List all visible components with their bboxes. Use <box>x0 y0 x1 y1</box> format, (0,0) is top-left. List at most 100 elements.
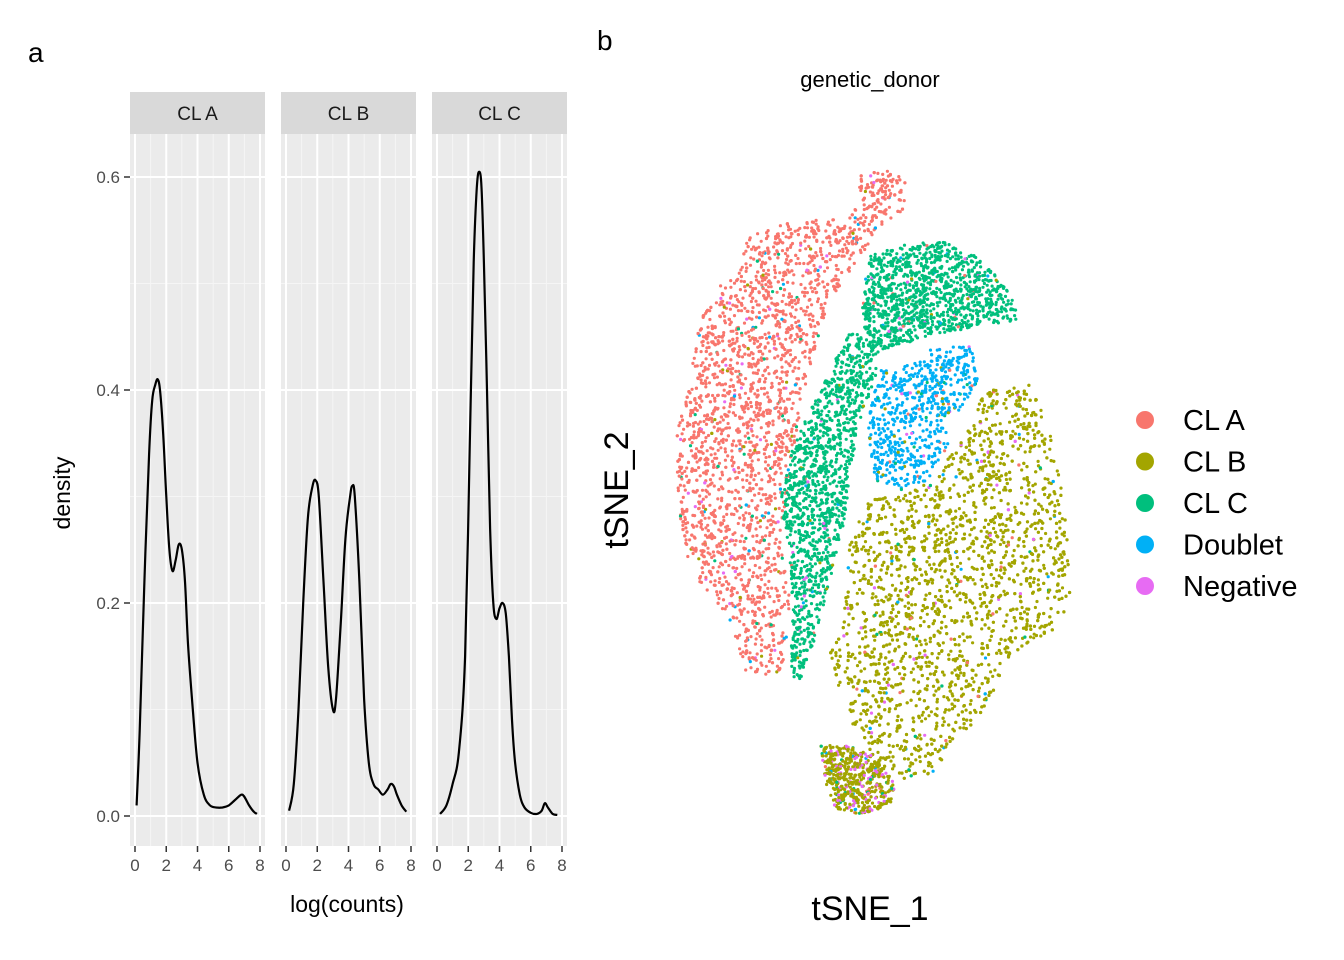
tsne-point <box>702 313 706 318</box>
tsne-point <box>806 437 810 441</box>
tsne-point <box>766 341 770 345</box>
tsne-point <box>823 591 827 595</box>
tsne-point <box>761 319 765 323</box>
tsne-point <box>773 496 777 500</box>
tsne-point <box>744 639 748 643</box>
tsne-point <box>723 575 727 579</box>
tsne-point <box>757 413 761 418</box>
tsne-point <box>788 353 793 357</box>
tsne-point <box>714 301 719 305</box>
tsne-point <box>830 402 834 406</box>
tsne-point <box>806 622 810 626</box>
tsne-point <box>846 249 850 253</box>
tsne-point <box>704 349 708 354</box>
tsne-point <box>844 463 848 467</box>
tsne-point <box>722 406 726 410</box>
tsne-point <box>785 491 789 495</box>
tsne-point <box>964 260 969 264</box>
tsne-point <box>759 626 763 630</box>
tsne-point <box>900 207 905 211</box>
tsne-point <box>675 434 679 438</box>
tsne-point <box>921 287 925 291</box>
tsne-point <box>955 281 960 285</box>
tsne-point <box>744 630 748 634</box>
tsne-point <box>870 297 874 301</box>
tsne-point <box>941 313 945 317</box>
tsne-point <box>945 259 949 263</box>
tsne-point <box>779 660 784 664</box>
tsne-point <box>821 256 825 261</box>
tsne-point <box>693 536 697 540</box>
tsne-point <box>836 376 840 380</box>
tsne-point <box>808 541 812 545</box>
tsne-point <box>827 437 832 441</box>
tsne-point <box>739 578 743 582</box>
tsne-point <box>832 284 836 288</box>
tsne-point <box>707 570 712 574</box>
tsne-point <box>972 266 976 270</box>
tsne-point <box>831 506 835 510</box>
tsne-point <box>754 337 758 341</box>
tsne-point <box>849 433 853 438</box>
tsne-point <box>825 236 829 240</box>
tsne-point <box>685 530 689 534</box>
tsne-point <box>758 525 762 529</box>
tsne-point <box>788 437 792 441</box>
tsne-point <box>759 573 763 577</box>
tsne-point <box>693 505 697 509</box>
tsne-point <box>994 300 998 304</box>
tsne-point <box>772 245 776 249</box>
tsne-point <box>720 473 725 477</box>
tsne-point <box>951 317 955 321</box>
tsne-point <box>726 454 730 458</box>
tsne-point <box>727 563 731 568</box>
tsne-point <box>923 334 928 338</box>
tsne-point <box>908 288 912 292</box>
tsne-point <box>800 637 804 641</box>
tsne-point <box>761 251 765 255</box>
tsne-point <box>769 285 773 289</box>
tsne-point <box>811 314 815 318</box>
tsne-point <box>905 260 909 264</box>
tsne-point <box>789 295 794 299</box>
tsne-point <box>705 346 709 350</box>
tsne-point <box>799 429 803 433</box>
tsne-point <box>736 309 741 313</box>
tsne-point <box>793 229 797 233</box>
tsne-point <box>881 252 885 256</box>
tsne-point <box>966 297 970 301</box>
tsne-point <box>835 518 839 522</box>
tsne-point <box>733 388 737 392</box>
tsne-point <box>974 297 978 301</box>
tsne-point <box>819 246 823 251</box>
tsne-point <box>823 526 827 531</box>
tsne-point <box>764 283 768 287</box>
tsne-point <box>758 629 762 633</box>
tsne-point <box>803 290 807 295</box>
tsne-point <box>772 556 776 561</box>
tsne-point <box>821 240 825 244</box>
tsne-point <box>732 402 736 407</box>
tsne-point <box>904 317 908 321</box>
tsne-point <box>750 518 754 522</box>
tsne-point <box>744 651 749 655</box>
tsne-point <box>772 342 777 346</box>
tsne-point <box>833 502 837 506</box>
tsne-point <box>948 329 952 333</box>
tsne-point <box>706 308 710 312</box>
tsne-point <box>713 452 717 456</box>
tsne-point <box>735 635 740 639</box>
tsne-point <box>761 260 765 264</box>
tsne-point <box>852 365 856 369</box>
tsne-point <box>757 245 761 249</box>
tsne-point <box>782 354 786 358</box>
tsne-point <box>739 309 744 313</box>
tsne-point <box>712 463 716 467</box>
tsne-point <box>732 314 737 318</box>
tsne-point <box>778 391 783 395</box>
tsne-point <box>859 415 863 419</box>
tsne-point <box>678 483 683 487</box>
facet-label: CL C <box>478 104 521 125</box>
tsne-point <box>685 395 689 399</box>
tsne-point <box>869 357 873 361</box>
